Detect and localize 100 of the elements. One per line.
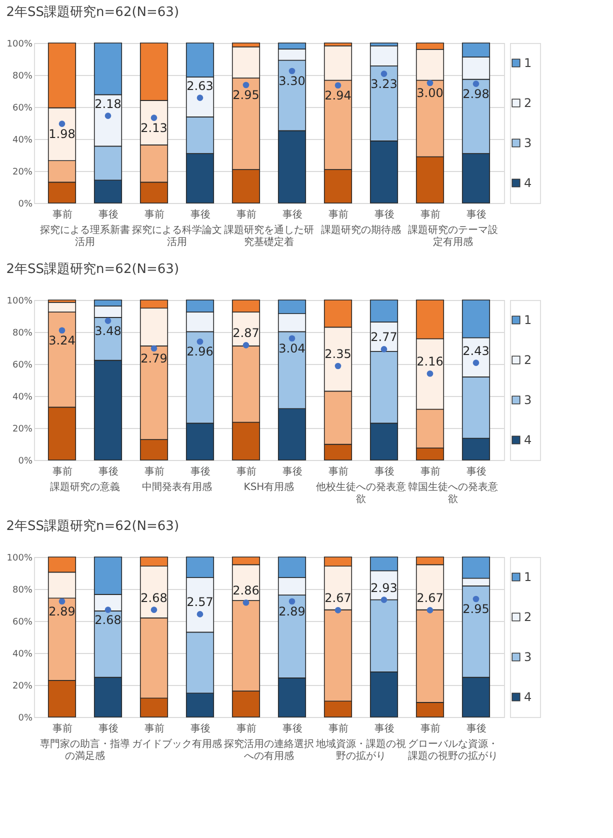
data-label: 2.87 (232, 326, 260, 340)
text: ガイドブック有用感 (132, 738, 222, 750)
point (104, 318, 112, 324)
data-label: 2.63 (186, 78, 214, 93)
legend-label: 2 (524, 96, 532, 110)
point (426, 607, 434, 614)
x-tick-label: 事前 (236, 466, 256, 478)
text: 探究による理系新書活用 (40, 224, 130, 248)
y-tick-label: 0% (18, 714, 33, 724)
x-tick-label: 事前 (420, 722, 440, 734)
point (334, 82, 342, 89)
x-tick-label: 事前 (52, 466, 72, 478)
text: 探究活用の連絡選択への有用感 (224, 738, 314, 762)
y-tick-label: 100% (6, 554, 33, 564)
point (472, 80, 480, 87)
point (380, 346, 388, 352)
chart-title: 2年SS課題研究n=62(N=63) (6, 5, 180, 20)
data-label: 2.95 (462, 602, 490, 616)
data-label: 2.95 (232, 88, 260, 102)
legend-label: 4 (524, 690, 532, 704)
legend-label: 4 (524, 176, 532, 190)
chart-title: 2年SS課題研究n=62(N=63) (6, 519, 180, 534)
x-tick-label: 事後 (190, 722, 210, 734)
point (150, 114, 158, 121)
legend-label: 1 (524, 56, 532, 70)
y-tick-label: 40% (12, 650, 33, 660)
point (472, 360, 480, 366)
point (288, 335, 296, 342)
point (472, 596, 480, 602)
point (426, 370, 434, 377)
point (58, 120, 66, 127)
y-tick-label: 40% (12, 136, 33, 146)
data-label: 3.23 (370, 76, 398, 91)
data-label: 2.67 (416, 591, 444, 606)
data-label: 2.98 (462, 86, 490, 101)
x-tick-label: 事前 (420, 208, 440, 220)
y-tick-label: 80% (12, 586, 33, 596)
text: 韓国生徒への発表意欲 (408, 481, 498, 505)
y-tick-label: 60% (12, 618, 33, 628)
legend-label: 1 (524, 313, 532, 327)
x-tick-label: 事後 (374, 466, 394, 478)
point (150, 345, 158, 352)
data-label: 3.00 (416, 86, 444, 100)
text: 課題研究を通した研究基礎定着 (224, 224, 314, 248)
text: 地域資源・課題の視野の拡がり (315, 738, 406, 762)
point (58, 598, 66, 605)
legend-label: 3 (524, 136, 532, 150)
data-label: 3.04 (278, 341, 306, 356)
point (334, 607, 342, 614)
y-tick-label: 60% (12, 104, 33, 114)
legend-label: 1 (524, 570, 532, 584)
x-tick-label: 事後 (466, 208, 486, 220)
point (104, 112, 112, 119)
x-tick-label: 事前 (328, 466, 348, 478)
x-tick-label: 事前 (236, 722, 256, 734)
data-label: 2.86 (232, 584, 260, 598)
data-label: 2.35 (324, 347, 352, 361)
text: 課題研究の期待感 (321, 224, 401, 236)
y-tick-label: 0% (18, 456, 33, 466)
x-tick-label: 事後 (98, 722, 118, 734)
x-tick-label: 事前 (144, 466, 164, 478)
legend-label: 4 (524, 433, 532, 447)
data-label: 2.68 (94, 612, 122, 627)
data-label: 2.89 (48, 604, 76, 618)
x-tick-label: 事後 (282, 208, 302, 220)
x-tick-label: 事前 (420, 466, 440, 478)
legend-label: 3 (524, 650, 532, 664)
data-label: 2.94 (324, 88, 352, 102)
x-tick-label: 事後 (466, 466, 486, 478)
y-tick-label: 20% (12, 168, 33, 178)
point (196, 94, 204, 101)
data-label: 2.43 (462, 344, 490, 358)
text: 課題研究の意義 (50, 481, 120, 493)
y-tick-label: 100% (6, 40, 33, 50)
legend-label: 3 (524, 393, 532, 407)
point (242, 342, 250, 348)
point (288, 68, 296, 74)
data-label: 3.30 (278, 74, 306, 88)
y-tick-label: 20% (12, 682, 33, 692)
point (334, 362, 342, 370)
point (380, 70, 388, 77)
x-tick-label: 事後 (466, 722, 486, 734)
text: グローバルな資源・課題の視野の拡がり (408, 738, 498, 762)
text: KSH有用感 (244, 481, 294, 493)
x-tick-label: 事前 (52, 208, 72, 220)
data-label: 2.93 (370, 580, 398, 595)
x-tick-label: 事前 (328, 722, 348, 734)
x-tick-label: 事前 (328, 208, 348, 220)
x-tick-label: 事後 (374, 722, 394, 734)
point (426, 80, 434, 86)
data-label: 2.77 (370, 330, 398, 344)
data-label: 2.89 (278, 604, 306, 618)
x-tick-label: 事前 (144, 208, 164, 220)
y-tick-label: 60% (12, 360, 33, 370)
point (288, 598, 296, 605)
y-tick-label: 80% (12, 328, 33, 338)
x-tick-label: 事後 (98, 208, 118, 220)
point (104, 606, 112, 613)
x-tick-label: 事前 (52, 722, 72, 734)
data-label: 2.16 (416, 354, 444, 369)
